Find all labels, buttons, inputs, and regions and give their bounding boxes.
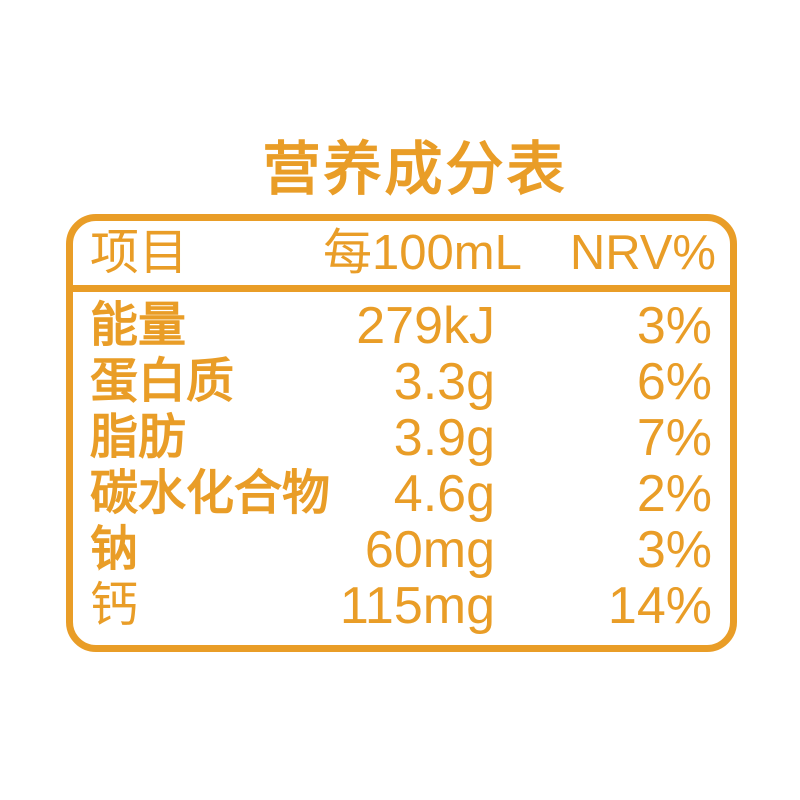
row-value: 4.6g xyxy=(393,465,495,523)
table-row-fat: 脂肪 3.9g 7% xyxy=(73,410,730,466)
table-row-calcium: 钙 115mg 14% xyxy=(73,578,730,634)
table-row-energy: 能量 279kJ 3% xyxy=(73,298,730,354)
row-label: 蛋白质 xyxy=(90,355,235,408)
row-label: 碳水化合物 xyxy=(90,467,331,520)
nutrition-table: 项目 每100mL NRV% 能量 279kJ 3% 蛋白质 3.3g 6% 脂… xyxy=(66,214,737,652)
table-header-row: 项目 每100mL NRV% xyxy=(73,221,730,292)
row-value: 60mg xyxy=(364,521,495,579)
row-label: 能量 xyxy=(90,299,187,352)
row-value: 115mg xyxy=(339,577,495,635)
row-nrv: 14% xyxy=(607,577,712,635)
table-row-carbohydrate: 碳水化合物 4.6g 2% xyxy=(73,466,730,522)
header-item: 项目 xyxy=(90,226,189,280)
row-value: 279kJ xyxy=(356,297,495,355)
row-nrv: 3% xyxy=(636,521,712,579)
table-row-sodium: 钠 60mg 3% xyxy=(73,522,730,578)
row-nrv: 2% xyxy=(636,465,712,523)
page-title: 营养成分表 xyxy=(262,137,568,202)
row-label: 脂肪 xyxy=(90,411,187,464)
row-value: 3.9g xyxy=(393,409,495,467)
row-nrv: 6% xyxy=(636,353,712,411)
row-value: 3.3g xyxy=(393,353,495,411)
header-per-100ml: 每100mL xyxy=(323,226,522,280)
table-body: 能量 279kJ 3% 蛋白质 3.3g 6% 脂肪 3.9g 7% 碳水化合物… xyxy=(73,292,730,634)
row-label: 钙 xyxy=(90,579,139,632)
row-label: 钠 xyxy=(90,523,139,576)
row-nrv: 7% xyxy=(636,409,712,467)
table-row-protein: 蛋白质 3.3g 6% xyxy=(73,354,730,410)
header-nrv-percent: NRV% xyxy=(569,226,716,280)
row-nrv: 3% xyxy=(636,297,712,355)
